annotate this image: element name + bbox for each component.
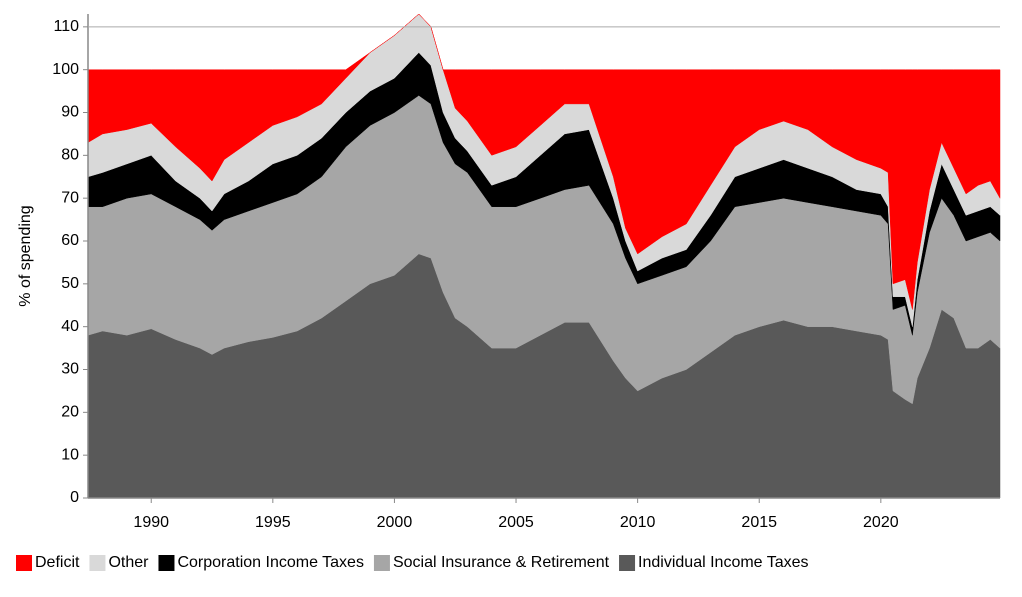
y-tick-label: 40 [61, 318, 79, 335]
x-tick-label: 2005 [498, 514, 534, 531]
x-tick-label: 1990 [133, 514, 169, 531]
x-tick-label: 2000 [377, 514, 413, 531]
legend-swatch [373, 555, 390, 571]
y-tick-label: 80 [61, 147, 79, 164]
x-tick-label: 2015 [741, 514, 777, 531]
legend-label: Other [108, 554, 149, 571]
x-tick-label: 2010 [620, 514, 656, 531]
y-tick-label: 0 [70, 489, 79, 506]
x-tick-label: 1995 [255, 514, 291, 531]
legend-swatch [619, 555, 636, 571]
y-tick-label: 60 [61, 232, 79, 249]
legend-swatch [89, 555, 106, 571]
mask [0, 0, 1022, 14]
y-tick-label: 100 [52, 61, 79, 78]
legend-swatch [16, 555, 32, 571]
y-tick-label: 70 [61, 189, 79, 206]
y-tick-label: 110 [53, 18, 79, 35]
legend-label: Social Insurance & Retirement [393, 554, 610, 571]
y-tick-label: 90 [61, 104, 79, 121]
area [87, 13, 1001, 310]
legend-label: Individual Income Taxes [638, 554, 808, 571]
y-tick-label: 30 [61, 361, 79, 378]
y-tick-label: 50 [61, 275, 79, 292]
y-tick-label: 10 [61, 446, 79, 463]
legend-label: Deficit [35, 554, 80, 571]
legend-swatch [158, 555, 175, 571]
x-tick-label: 2020 [863, 514, 899, 531]
y-axis-label: % of spending [17, 205, 34, 306]
y-tick-label: 20 [61, 404, 79, 421]
legend-label: Corporation Income Taxes [177, 554, 363, 571]
